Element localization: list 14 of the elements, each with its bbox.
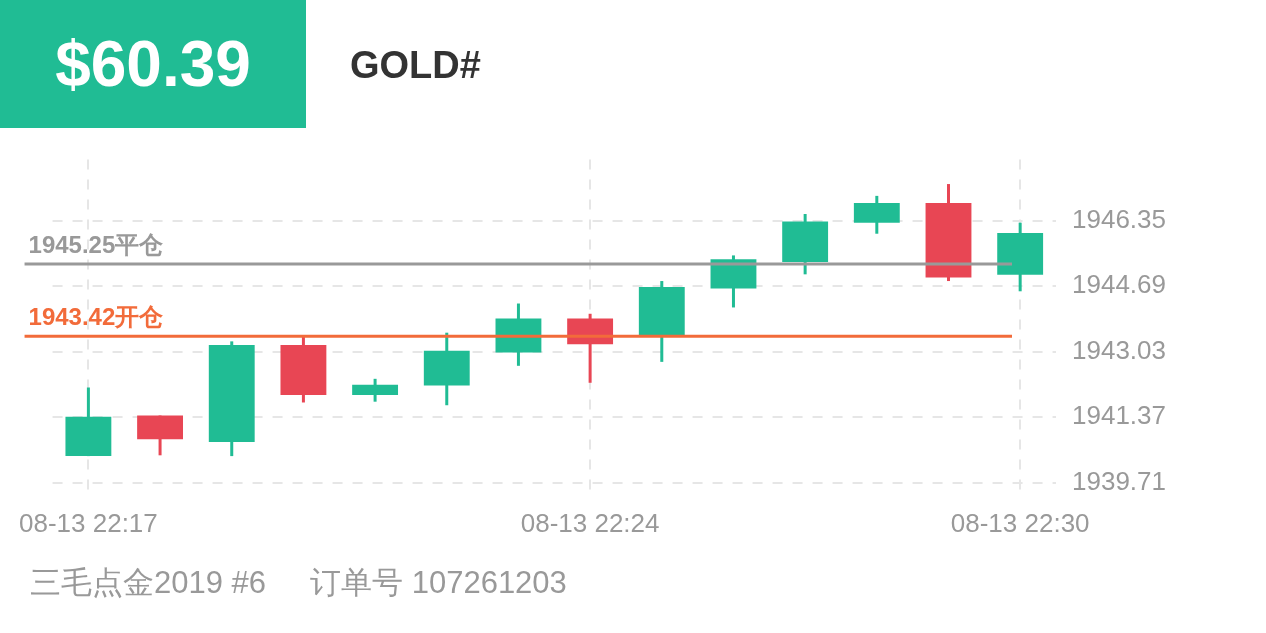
chart-subtitle: $60.39 — [0, 0, 306, 128]
text: 三毛点金2019 #6 — [30, 565, 267, 600]
chart-title: GOLD# — [350, 44, 481, 87]
y-tick-label: 1943.03 — [1072, 334, 1166, 365]
x-tick-label: 08-13 22:24 — [520, 507, 660, 538]
y-tick-label: 1939.71 — [1072, 465, 1166, 496]
y-tick-label: 1944.69 — [1072, 269, 1166, 300]
ref-line-label: 1943.42开仓 — [28, 302, 165, 330]
ref-line-label: 1945.25平仓 — [28, 230, 165, 258]
y-tick-label: 1941.37 — [1072, 400, 1166, 431]
text: 订单号 107261203 — [310, 565, 567, 600]
y-tick-label: 1946.35 — [1072, 203, 1166, 234]
x-tick-label: 08-13 22:17 — [18, 507, 158, 538]
x-tick-label: 08-13 22:30 — [950, 507, 1090, 538]
